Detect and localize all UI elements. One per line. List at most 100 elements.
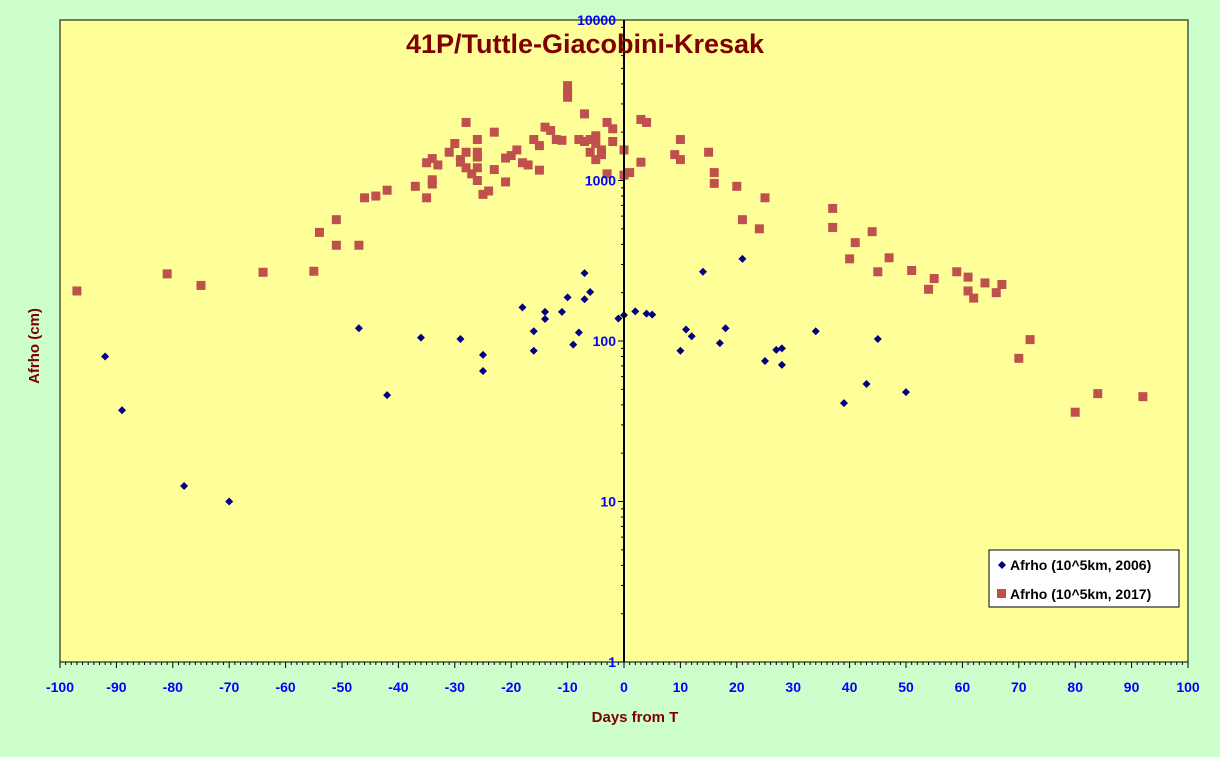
point-2017 (331, 215, 341, 225)
point-2017 (963, 272, 973, 282)
point-2017 (585, 147, 595, 157)
x-tick-label: -10 (557, 679, 577, 695)
point-2006 (557, 307, 566, 316)
point-2017 (760, 193, 770, 203)
point-2006 (479, 367, 487, 376)
point-2017 (512, 145, 522, 155)
point-2006 (580, 295, 589, 304)
point-2006 (873, 334, 882, 343)
point-2006 (580, 269, 589, 278)
point-2006 (383, 391, 392, 400)
point-2017 (534, 165, 544, 175)
point-2017 (591, 139, 601, 149)
point-2006 (541, 315, 550, 324)
point-2017 (873, 267, 883, 277)
point-2017 (427, 154, 437, 164)
point-2017 (642, 117, 652, 127)
point-2017 (754, 224, 764, 234)
point-2017 (709, 178, 719, 188)
point-2017 (625, 168, 635, 178)
point-2017 (563, 81, 573, 91)
point-2017 (969, 293, 979, 303)
point-2006 (479, 350, 487, 359)
point-2017 (501, 177, 511, 187)
point-2006 (715, 339, 724, 348)
point-2006 (862, 379, 871, 388)
point-2017 (517, 158, 527, 168)
point-2006 (518, 303, 527, 312)
point-2017 (196, 280, 206, 290)
point-2017 (557, 135, 567, 145)
point-2006 (416, 333, 425, 342)
point-2006 (586, 287, 595, 296)
point-2017 (580, 109, 590, 119)
point-2017 (1014, 353, 1024, 363)
point-2017 (360, 193, 370, 203)
point-2017 (309, 266, 319, 276)
point-2017 (850, 238, 860, 248)
point-2017 (675, 155, 685, 165)
point-2017 (709, 168, 719, 178)
point-2006 (777, 360, 786, 369)
point-2006 (354, 324, 363, 333)
point-2006 (682, 325, 691, 334)
legend-marker-2017 (997, 589, 1006, 598)
point-2017 (331, 240, 341, 250)
y-tick-label: 1000 (585, 173, 616, 189)
marks-layer (72, 81, 1148, 506)
point-2017 (1025, 335, 1035, 345)
point-2017 (670, 150, 680, 160)
x-tick-label: 50 (898, 679, 914, 695)
point-2017 (450, 139, 460, 149)
legend-label-2017: Afrho (10^5km, 2017) (1010, 586, 1151, 602)
point-2017 (884, 253, 894, 263)
point-2017 (1138, 392, 1148, 402)
point-2017 (732, 181, 742, 191)
point-2017 (1093, 389, 1103, 399)
point-2017 (704, 147, 714, 157)
point-2017 (929, 274, 939, 284)
point-2017 (636, 157, 646, 167)
point-2006 (563, 293, 572, 302)
x-tick-label: -70 (219, 679, 239, 695)
point-2017 (1070, 407, 1080, 417)
point-2017 (924, 284, 934, 294)
point-2017 (980, 278, 990, 288)
point-2017 (433, 160, 443, 170)
point-2017 (608, 124, 618, 134)
point-2017 (314, 227, 324, 237)
point-2006 (631, 307, 640, 316)
point-2017 (636, 114, 646, 124)
point-2017 (867, 227, 877, 237)
point-2017 (580, 136, 590, 146)
point-2017 (529, 135, 539, 145)
y-tick-label: 100 (593, 333, 617, 349)
point-2006 (529, 327, 538, 336)
point-2017 (461, 117, 471, 127)
point-2017 (472, 147, 482, 157)
point-2017 (455, 155, 465, 165)
point-2017 (461, 147, 471, 157)
point-2006 (676, 346, 685, 355)
point-2017 (563, 92, 573, 102)
point-2017 (427, 179, 437, 189)
point-2017 (540, 122, 550, 132)
point-2006 (101, 352, 110, 361)
x-tick-label: -100 (46, 679, 74, 695)
point-2017 (506, 151, 516, 161)
point-2017 (596, 150, 606, 160)
point-2017 (489, 165, 499, 175)
point-2006 (839, 399, 848, 408)
point-2017 (162, 269, 172, 279)
point-2017 (952, 267, 962, 277)
x-tick-label: -90 (106, 679, 126, 695)
point-2006 (698, 267, 707, 276)
point-2017 (675, 135, 685, 145)
point-2017 (574, 135, 584, 145)
point-2017 (596, 145, 606, 155)
point-2006 (902, 388, 910, 397)
x-tick-label: 80 (1067, 679, 1083, 695)
x-tick-label: -50 (332, 679, 352, 695)
